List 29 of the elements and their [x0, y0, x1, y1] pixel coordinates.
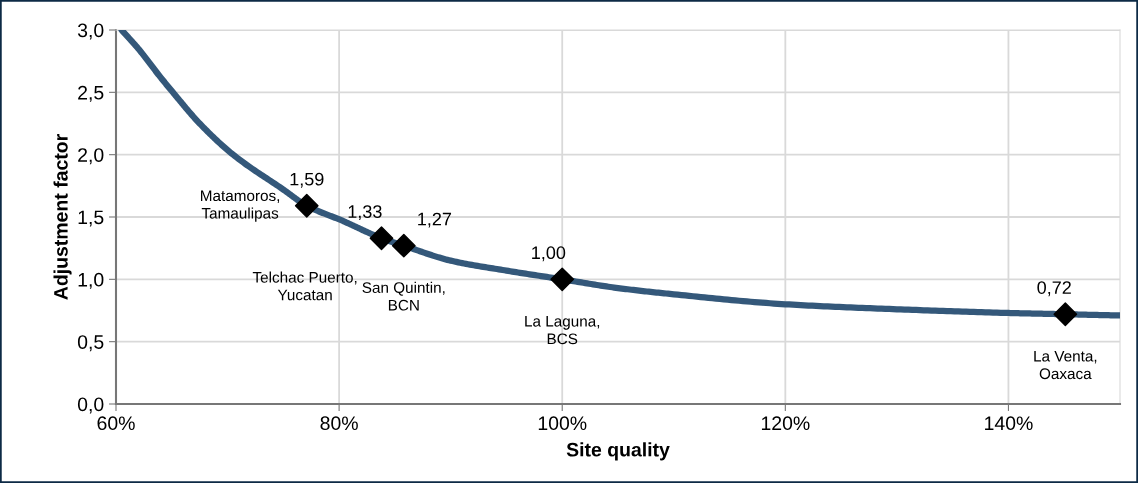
point — [294, 193, 319, 218]
x-tick-label: 80% — [320, 416, 358, 431]
y-tick-label: 0,0 — [77, 397, 104, 414]
point — [550, 267, 575, 292]
data-label: 1,59 — [290, 172, 324, 188]
y-tick-label: 2,5 — [78, 85, 104, 102]
x-tick-label: 100% — [538, 416, 587, 431]
data-label: 0,72 — [1037, 281, 1071, 297]
annotation: La Laguna, BCS — [525, 316, 600, 345]
x-tick-label: 60% — [97, 416, 135, 431]
y-tick-label: 1,5 — [78, 210, 104, 227]
y-tick-label: 1,0 — [78, 272, 104, 289]
annotation: San Quintin, BCN — [362, 281, 445, 311]
point — [1053, 302, 1078, 327]
y-tick-label: 2,0 — [78, 148, 104, 165]
data-label: 1,00 — [532, 246, 566, 262]
y-tick-label: 0,5 — [77, 335, 104, 352]
point — [391, 233, 416, 258]
y-axis-title: Adjustment factor — [53, 134, 72, 300]
point — [369, 226, 394, 251]
annotation: La Venta, Oaxaca — [1034, 350, 1097, 380]
annotation: Matamoros, Tamaulipas — [201, 190, 280, 222]
y-tick-label: 3,0 — [77, 23, 104, 40]
data-label: 1,27 — [418, 212, 452, 228]
annotation: Telchac Puerto, Yucatan — [252, 271, 357, 301]
x-tick-label: 120% — [761, 416, 810, 431]
x-axis-title: Site quality — [566, 442, 670, 461]
x-tick-label: 140% — [985, 416, 1033, 431]
data-label: 1,33 — [348, 205, 382, 221]
